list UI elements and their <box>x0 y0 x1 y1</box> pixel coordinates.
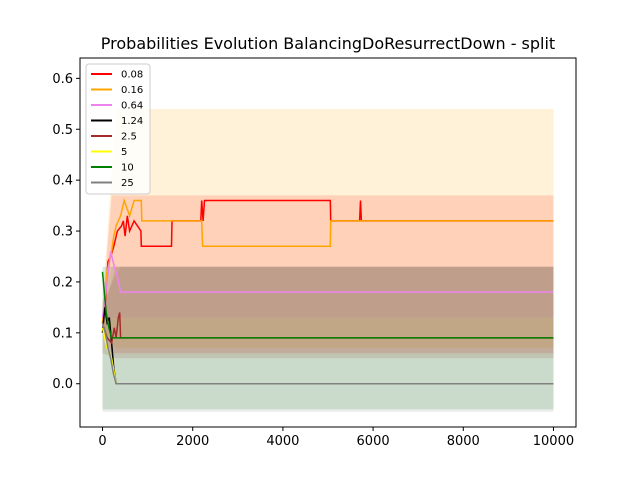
y-tick-label: 0.3 <box>52 225 73 240</box>
band-2 <box>102 266 554 323</box>
x-tick-label: 8000 <box>447 434 480 449</box>
legend-label-1: 0.16 <box>121 85 143 96</box>
legend-label-4: 2.5 <box>121 132 137 143</box>
legend: 0.08 0.16 0.64 1.24 2.5 5 10 25 <box>85 63 151 195</box>
legend-label-2: 0.64 <box>121 101 143 112</box>
x-tick-label: 4000 <box>266 434 299 449</box>
legend-label-0: 0.08 <box>121 70 143 81</box>
confidence-bands <box>102 108 554 412</box>
x-tick-label: 6000 <box>357 434 390 449</box>
series-line-0 <box>101 199 554 323</box>
legend-label-6: 10 <box>121 163 134 174</box>
series-line-6 <box>101 271 554 339</box>
series-lines <box>101 197 554 385</box>
series-line-7 <box>101 322 554 385</box>
series-line-1 <box>101 197 554 323</box>
legend-label-3: 1.24 <box>121 116 143 127</box>
x-tick-label: 0 <box>98 434 106 449</box>
band-1 <box>102 108 554 349</box>
legend-label-5: 5 <box>121 147 127 158</box>
series-line-2 <box>101 251 554 318</box>
y-tick-label: 0.2 <box>52 275 73 290</box>
y-tick-label: 0.4 <box>52 174 73 189</box>
band-4 <box>102 266 554 359</box>
plot-frame <box>79 57 577 428</box>
legend-label-7: 25 <box>121 178 134 189</box>
y-tick-label: 0.5 <box>52 123 73 138</box>
y-tick-label: 0.1 <box>52 326 73 341</box>
y-tick-label: 0.6 <box>52 72 73 87</box>
x-tick-label: 10000 <box>533 434 574 449</box>
chart-title: Probabilities Evolution BalancingDoResur… <box>101 34 555 53</box>
x-axis: 0 2000 4000 6000 8000 10000 <box>98 427 574 449</box>
legend-box <box>85 63 151 195</box>
y-tick-label: 0.0 <box>52 377 73 392</box>
band-7 <box>102 266 554 412</box>
y-axis: 0.0 0.1 0.2 0.3 0.4 0.5 0.6 <box>52 72 80 392</box>
band-0 <box>102 195 554 354</box>
x-tick-label: 2000 <box>176 434 209 449</box>
